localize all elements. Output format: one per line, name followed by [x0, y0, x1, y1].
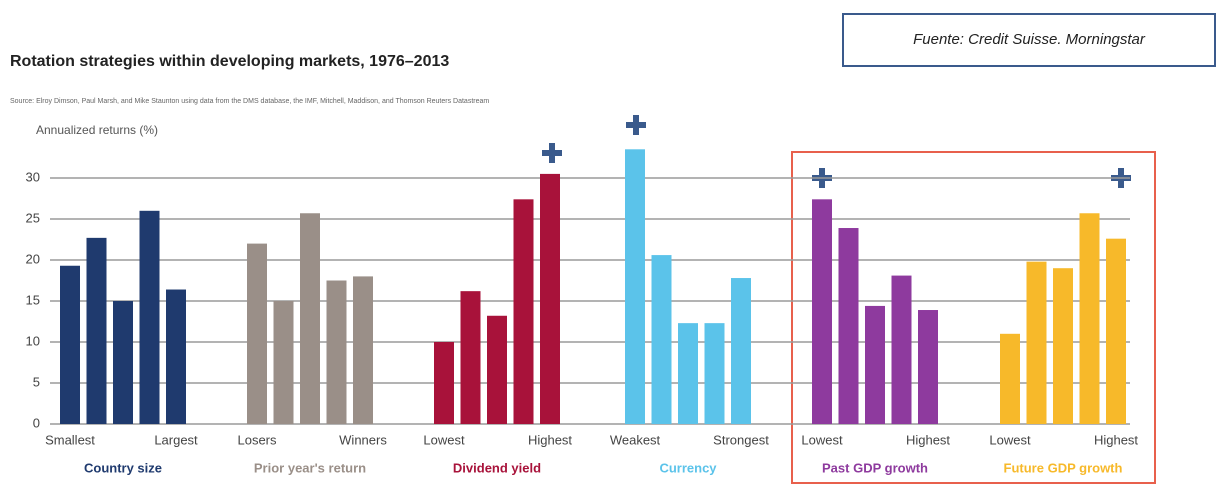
bar: [86, 237, 107, 424]
group-label: Country size: [84, 460, 162, 475]
x-tick-label: Strongest: [713, 432, 769, 447]
x-tick-label: Weakest: [610, 432, 661, 447]
bar: [1079, 213, 1100, 424]
y-tick-label: 20: [26, 251, 40, 266]
x-tick-label: Largest: [154, 432, 198, 447]
bar: [891, 275, 912, 424]
bar: [678, 323, 698, 424]
bar: [704, 323, 725, 424]
x-tick-label: Highest: [528, 432, 572, 447]
source-note: Fuente: Credit Suisse. Morningstar: [913, 31, 1146, 48]
bar: [273, 301, 294, 424]
y-tick-label: 10: [26, 333, 40, 348]
bar: [1000, 333, 1020, 424]
bar: [812, 199, 832, 424]
group-label: Past GDP growth: [822, 460, 928, 475]
x-tick-label: Lowest: [989, 432, 1031, 447]
bar: [460, 291, 481, 424]
x-tick-label: Lowest: [801, 432, 843, 447]
x-tick-label: Highest: [1094, 432, 1138, 447]
x-tick-label: Lowest: [423, 432, 465, 447]
x-tick-label: Highest: [906, 432, 950, 447]
bar: [60, 265, 80, 424]
group-label: Dividend yield: [453, 460, 541, 475]
bar: [838, 228, 859, 424]
chart-title: Rotation strategies within developing ma…: [10, 53, 449, 70]
bar: [513, 199, 534, 424]
bar: [625, 149, 645, 425]
bar: [540, 173, 560, 424]
y-tick-label: 30: [26, 169, 40, 184]
bar: [247, 243, 267, 424]
bar: [434, 342, 454, 424]
group-label: Future GDP growth: [1004, 460, 1123, 475]
y-tick-label: 15: [26, 292, 40, 307]
bar: [1053, 268, 1073, 424]
bar: [918, 310, 938, 424]
bar: [865, 305, 885, 424]
bar: [651, 255, 672, 424]
bar: [300, 213, 320, 424]
group-label: Prior year's return: [254, 460, 366, 475]
bar: [326, 280, 347, 424]
y-tick-label: 0: [33, 415, 40, 430]
bar: [353, 276, 373, 424]
x-tick-label: Winners: [339, 432, 387, 447]
y-tick-label: 5: [33, 374, 40, 389]
y-axis-label: Annualized returns (%): [36, 123, 158, 137]
bar: [139, 210, 160, 424]
bar: [731, 278, 751, 424]
group-label: Currency: [659, 460, 717, 475]
chart-subtitle: Source: Elroy Dimson, Paul Marsh, and Mi…: [10, 98, 489, 105]
bar: [1106, 238, 1126, 424]
x-tick-label: Losers: [237, 432, 277, 447]
bar: [1026, 261, 1047, 424]
bar: [113, 301, 133, 424]
bar: [487, 315, 507, 424]
bar: [166, 289, 186, 424]
source-box: [842, 13, 1216, 67]
highlight-box: [791, 151, 1156, 484]
y-tick-label: 25: [26, 210, 40, 225]
x-tick-label: Smallest: [45, 432, 95, 447]
